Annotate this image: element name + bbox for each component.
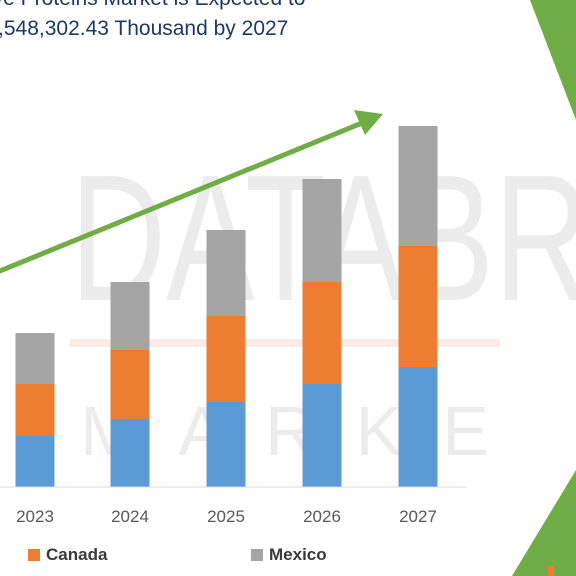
- trend-arrow-line: [0, 120, 363, 274]
- chart-title-line-1: ive Proteins Market is Expected to: [0, 0, 520, 14]
- bar-united-states-2026: [302, 384, 342, 487]
- legend-item-mexico: Mexico: [251, 545, 327, 565]
- bar-mexico-2027: [398, 126, 438, 246]
- bar-united-states-2023: [15, 436, 55, 487]
- legend-item-canada: Canada: [28, 545, 107, 565]
- bar-canada-2025: [206, 316, 246, 402]
- bar-mexico-2025: [206, 230, 246, 316]
- bar-mexico-2023: [15, 333, 55, 384]
- chart-title: ive Proteins Market is Expected to ,548,…: [0, 0, 520, 44]
- bar-mexico-2024: [110, 282, 150, 350]
- legend-label-mexico: Mexico: [269, 545, 327, 564]
- x-tick-label-2026: 2026: [303, 507, 341, 526]
- legend-swatch-canada: [28, 549, 40, 561]
- x-tick-label-2027: 2027: [399, 507, 437, 526]
- legend-swatch-mexico: [251, 549, 263, 561]
- chart-title-line-2: ,548,302.43 Thousand by 2027: [0, 17, 289, 40]
- decorative-green-triangle-bottom: [512, 470, 576, 576]
- x-tick-label-2024: 2024: [111, 507, 149, 526]
- bar-canada-2026: [302, 282, 342, 384]
- x-tick-label-2023: 2023: [16, 507, 54, 526]
- bar-united-states-2025: [206, 402, 246, 487]
- bar-canada-2024: [110, 350, 150, 419]
- bar-canada-2027: [398, 246, 438, 367]
- decorative-orange-mark: [548, 566, 554, 576]
- decorative-green-triangle-top: [530, 0, 576, 120]
- bar-united-states-2024: [110, 419, 150, 487]
- trend-arrow-head: [354, 110, 383, 135]
- bar-mexico-2026: [302, 179, 342, 282]
- x-tick-label-2025: 2025: [207, 507, 245, 526]
- bar-united-states-2027: [398, 367, 438, 487]
- bar-canada-2023: [15, 384, 55, 436]
- legend-label-canada: Canada: [46, 545, 108, 564]
